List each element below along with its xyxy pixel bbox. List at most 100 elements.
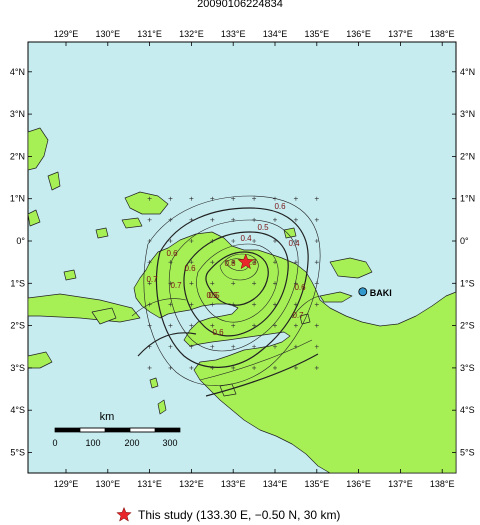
grid-marker <box>273 196 277 201</box>
lat-label-right: 4°N <box>460 67 475 77</box>
lat-label-left: 2°N <box>10 151 25 161</box>
contour-label: 0.7 <box>292 311 304 320</box>
grid-marker <box>314 217 319 222</box>
lon-label-bottom: 137°E <box>388 479 413 489</box>
scale-label: 100 <box>85 438 100 448</box>
land <box>27 127 457 474</box>
grid-marker <box>252 302 257 307</box>
contour-label: 0.4 <box>288 239 300 248</box>
lat-label-left: 1°S <box>10 278 25 288</box>
new-guinea-island <box>133 231 457 474</box>
grid-marker <box>231 365 236 370</box>
lon-label-bottom: 138°E <box>430 479 455 489</box>
lat-label-right: 0° <box>460 236 469 246</box>
grid-marker <box>147 323 152 328</box>
grid-marker <box>147 239 152 243</box>
grid-marker <box>273 239 277 243</box>
epicenter-star-icon <box>237 253 255 270</box>
grid-marker <box>293 302 298 307</box>
grid-marker <box>147 281 152 286</box>
grid-marker <box>293 365 298 370</box>
misool-island <box>91 307 117 325</box>
contour-label: 0.7 <box>146 275 158 284</box>
grid-marker <box>168 344 173 349</box>
grid-marker <box>293 281 298 286</box>
legend: This study (133.30 E, −0.50 N, 30 km) <box>116 507 340 523</box>
lat-label-right: 1°N <box>460 194 475 204</box>
grid-marker <box>293 217 298 222</box>
grid-marker <box>210 323 215 328</box>
grid-marker <box>273 281 277 286</box>
scale-segment <box>79 427 106 433</box>
grid-marker <box>293 239 298 243</box>
grid-marker <box>252 281 257 286</box>
grid-markers <box>147 196 319 370</box>
contour-label: 0.7 <box>170 281 182 290</box>
grid-marker <box>314 344 319 349</box>
lon-label-top: 137°E <box>388 29 413 39</box>
lat-label-left: 5°S <box>10 448 25 458</box>
lon-label-bottom: 132°E <box>179 479 204 489</box>
scale-segment <box>55 428 80 432</box>
lat-label-left: 1°N <box>10 194 25 204</box>
yapen-island <box>319 291 353 303</box>
station-marker: BAKI <box>358 287 392 298</box>
contour-line <box>205 251 269 306</box>
grid-marker <box>147 260 152 265</box>
contour-label: 0.5 <box>206 291 218 300</box>
contour-label: 0.6 <box>274 202 286 211</box>
contour-lines <box>131 195 321 397</box>
island-north-3 <box>27 209 41 227</box>
small-island-west <box>63 269 77 281</box>
map-title: 20090106224834 <box>197 0 283 10</box>
grid-marker <box>293 196 298 201</box>
grid-marker <box>210 281 215 286</box>
lat-label-right: 5°S <box>460 448 475 458</box>
grid-marker <box>293 344 298 349</box>
grid-marker <box>189 217 194 222</box>
lat-label-left: 4°N <box>10 67 25 77</box>
grid-marker <box>168 239 173 243</box>
scale-label: 300 <box>162 438 177 448</box>
grid-marker <box>314 196 319 201</box>
graticule-ticks <box>28 42 456 473</box>
small-island-west2 <box>95 227 109 239</box>
grid-marker <box>231 217 236 222</box>
contour-label: 0.6 <box>184 264 196 273</box>
lat-label-left: 4°S <box>10 405 25 415</box>
contour-line <box>131 298 187 317</box>
grid-marker <box>168 302 173 307</box>
grid-marker <box>147 302 152 307</box>
grid-marker <box>231 196 236 201</box>
grid-marker <box>210 239 215 243</box>
grid-marker <box>293 323 298 328</box>
contour-line <box>291 295 321 319</box>
grid-marker <box>314 260 319 265</box>
lon-label-top: 131°E <box>137 29 162 39</box>
grid-marker <box>210 260 215 265</box>
lon-label-bottom: 134°E <box>263 479 288 489</box>
lon-label-top: 129°E <box>54 29 79 39</box>
grid-marker <box>273 365 277 370</box>
lon-label-bottom: 133°E <box>221 479 246 489</box>
grid-marker <box>168 196 173 201</box>
contour-line <box>196 243 279 323</box>
grid-marker <box>210 344 215 349</box>
lat-label-right: 3°N <box>460 109 475 119</box>
grid-marker <box>210 302 215 307</box>
contour-label: 0.6 <box>294 283 306 292</box>
lon-label-top: 133°E <box>221 29 246 39</box>
grid-marker <box>210 217 215 222</box>
island-north-1 <box>27 127 49 171</box>
legend-label: This study (133.30 E, −0.50 N, 30 km) <box>138 508 341 522</box>
batanta-island <box>121 217 143 229</box>
lat-label-right: 4°S <box>460 405 475 415</box>
lon-label-top: 138°E <box>430 29 455 39</box>
lat-label-left: 0° <box>16 236 25 246</box>
lat-label-right: 3°S <box>460 363 475 373</box>
contour-line <box>205 353 319 397</box>
numfor-island <box>283 227 297 239</box>
scale-label: 0 <box>52 438 57 448</box>
grid-marker <box>189 281 194 286</box>
